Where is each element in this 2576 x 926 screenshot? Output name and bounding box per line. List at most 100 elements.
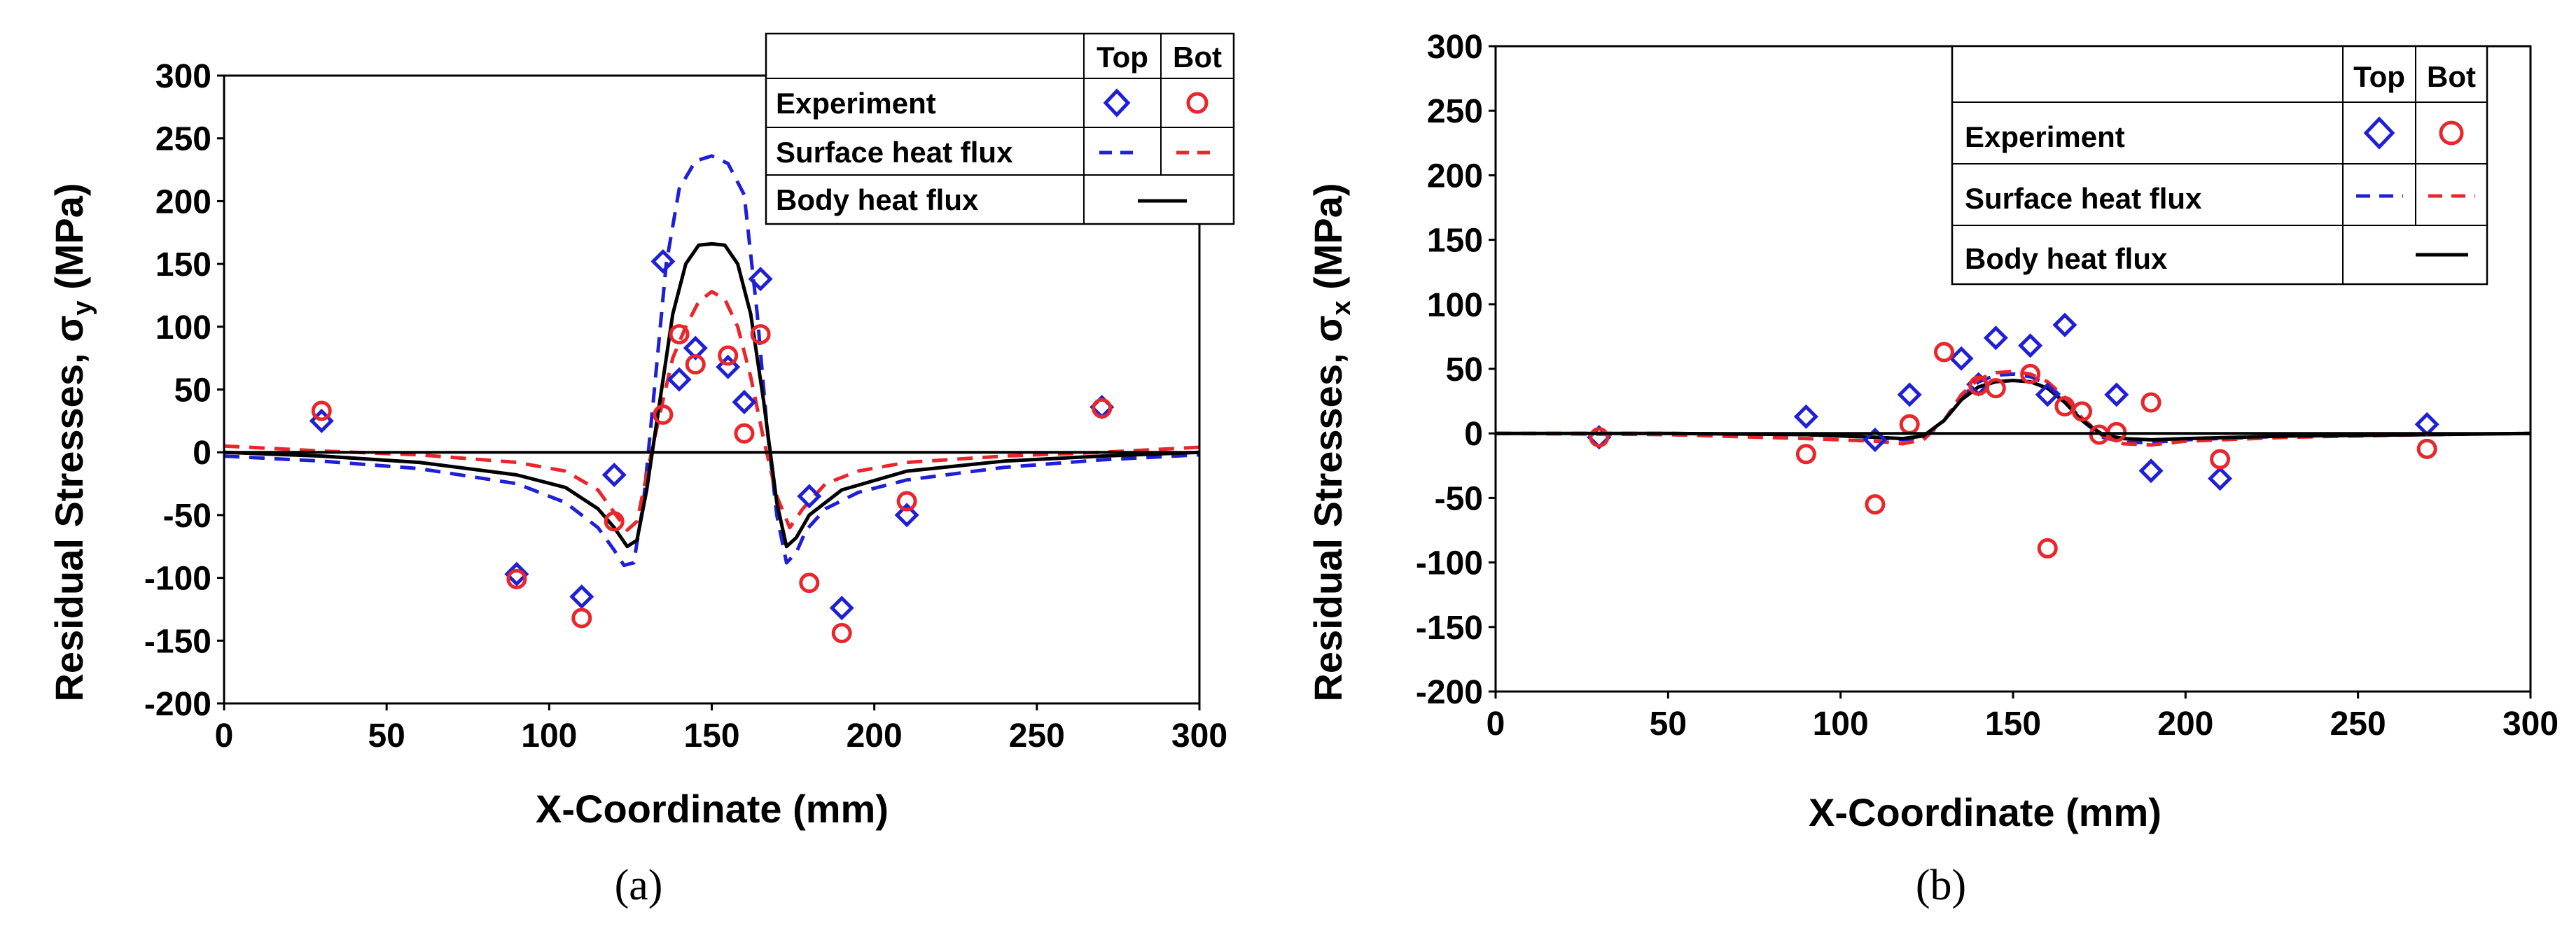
chart-b-point-bot [2210, 449, 2231, 470]
chart-panel-a: 0 50 100 150 200 250 300 -200 -150 -100 -50 0 50 100 1… [47, 32, 1235, 909]
chart-b-point-bot [2140, 392, 2161, 413]
chart-a-series-surface-heat-flux-bot [223, 290, 1200, 532]
chart-b-point-top [2208, 466, 2233, 491]
chart-a-point-top [601, 462, 627, 488]
chart-b-x-tick-label: 50 [1650, 706, 1687, 743]
chart-b-point-top [1863, 427, 1888, 452]
chart-b-point-top [2018, 333, 2043, 358]
chart-b-point-top [2138, 458, 2164, 484]
chart-a-point-bot [831, 623, 852, 644]
chart-b-y-tick-label: -100 [1416, 545, 1483, 582]
chart-a-point-top [667, 367, 692, 392]
chart-b-x-tick-label: 150 [1985, 706, 2041, 743]
chart-a-x-tick-label: 250 [1009, 717, 1065, 755]
chart-a-y-tick-label: 200 [155, 183, 211, 220]
chart-a-point-top [829, 596, 854, 621]
chart-a-y-tick-label: 150 [155, 246, 211, 283]
chart-a-point-top [748, 267, 773, 292]
chart-b-y-tick-label: -50 [1435, 480, 1483, 517]
chart-b-legend-surface: Surface heat flux [1965, 182, 2202, 215]
chart-b-point-bot [2020, 363, 2041, 384]
chart-a-legend-experiment: Experiment [776, 87, 936, 120]
chart-a-point-bot [311, 400, 332, 421]
chart-b-point-bot [1795, 444, 1816, 465]
chart-a-x-tick-label: 0 [215, 717, 234, 755]
chart-a-x-tick-label: 100 [521, 717, 577, 755]
chart-a-x-tick-label: 300 [1171, 717, 1227, 755]
chart-b-point-top [2035, 382, 2060, 407]
chart-a-point-bot [896, 491, 917, 512]
chart-panel-b: 0 50 100 150 200 250 300 -200 -150 -100 -50 0 50 100 1… [1306, 29, 2558, 909]
chart-a-point-bot [718, 345, 739, 366]
chart-b-y-tick-label: 50 [1446, 351, 1483, 388]
chart-b-point-top [1897, 382, 1922, 407]
chart-a-legend: Top Bot Experiment Surface heat flux Bod… [765, 32, 1235, 225]
chart-b-x-tick-label: 200 [2157, 706, 2213, 743]
chart-b-point-bot [2072, 401, 2093, 422]
chart-b-legend-col-top: Top [2353, 60, 2405, 93]
chart-b-y-label-main: Residual Stresses, σ [1306, 316, 1350, 702]
chart-a-legend-surface: Surface heat flux [776, 136, 1013, 169]
chart-b-caption: (b) [1916, 862, 1966, 909]
chart-a-y-tick-label: 50 [174, 372, 211, 409]
chart-a-point-top [732, 389, 757, 414]
chart-b-point-top [1983, 325, 2008, 351]
chart-b-point-bot [2054, 395, 2075, 416]
chart-a-series-surface-heat-flux-top [223, 154, 1200, 568]
chart-a-y-tick-label: -50 [163, 498, 211, 535]
chart-b-y-tick-label: -200 [1416, 674, 1483, 711]
chart-b-y-tick-label: 200 [1427, 157, 1483, 195]
chart-a-point-bot [1092, 398, 1113, 419]
chart-b-point-bot [1589, 427, 1610, 448]
chart-b-y-tick-label: -150 [1416, 610, 1483, 647]
chart-a-y-tick-label: 300 [155, 58, 211, 95]
chart-a-legend-circle-icon [1186, 92, 1209, 114]
chart-a-point-top [683, 335, 708, 360]
chart-b-y-tick-label: 150 [1427, 223, 1483, 260]
chart-a-point-bot [506, 568, 527, 589]
chart-b-point-top [2104, 382, 2129, 407]
chart-a-y-label-unit: (MPa) [47, 183, 91, 300]
chart-b-legend-diamond-icon [2363, 116, 2395, 150]
chart-a-ticks: 0 50 100 150 200 250 300 -200 -150 -100 -50 0 50 100 1… [144, 58, 1227, 755]
chart-a-point-bot [653, 404, 674, 425]
chart-b-point-bot [1899, 414, 1920, 435]
chart-b-x-tick-label: 100 [1813, 706, 1869, 743]
chart-b-y-tick-label: 100 [1427, 287, 1483, 324]
chart-a-y-label-main: Residual Stresses, σ [47, 316, 91, 702]
chart-b-series-body-heat-flux [1496, 379, 2531, 442]
chart-b-point-bot [2416, 438, 2437, 459]
chart-a-point-bot [750, 324, 771, 345]
chart-b-x-tick-label: 0 [1487, 706, 1505, 743]
chart-a-point-bot [685, 354, 706, 375]
chart-b-point-top [1793, 404, 1818, 429]
chart-b-y-tick-label: 300 [1427, 29, 1483, 66]
chart-b-y-label-unit: (MPa) [1306, 183, 1350, 300]
chart-a-y-tick-label: 100 [155, 309, 211, 346]
chart-a-y-tick-label: -100 [144, 561, 211, 598]
chart-a-point-bot [734, 423, 755, 444]
chart-b-x-axis-label: X-Coordinate (mm) [1809, 790, 2161, 834]
chart-a-point-top [504, 561, 529, 587]
chart-a-caption: (a) [615, 862, 663, 909]
chart-b-point-bot [1985, 378, 2006, 399]
chart-a-y-tick-label: 250 [155, 121, 211, 158]
chart-a-markers [309, 248, 1115, 644]
chart-a-y-tick-label: -200 [144, 686, 211, 723]
chart-a-legend-col-top: Top [1096, 41, 1148, 73]
chart-b-x-tick-label: 300 [2502, 706, 2558, 743]
chart-b-point-bot [1933, 342, 1954, 363]
chart-a-y-tick-label: 0 [193, 435, 211, 472]
chart-a-point-bot [604, 511, 625, 532]
chart-a-point-bot [799, 573, 820, 594]
chart-b-legend: Top Bot Experiment Surface heat flux Bod… [1951, 45, 2488, 286]
chart-b-legend-circle-icon [2439, 120, 2464, 146]
chart-b-legend-body: Body heat flux [1965, 242, 2168, 275]
chart-b-point-top [2414, 412, 2439, 437]
chart-b-y-label-sub: x [1327, 300, 1356, 315]
chart-a-x-axis-label: X-Coordinate (mm) [536, 787, 889, 831]
chart-a-point-top [569, 584, 594, 610]
chart-a-y-axis-label: Residual Stresses, σy (MPa) [47, 183, 97, 701]
chart-b-y-tick-label: 0 [1464, 416, 1483, 453]
